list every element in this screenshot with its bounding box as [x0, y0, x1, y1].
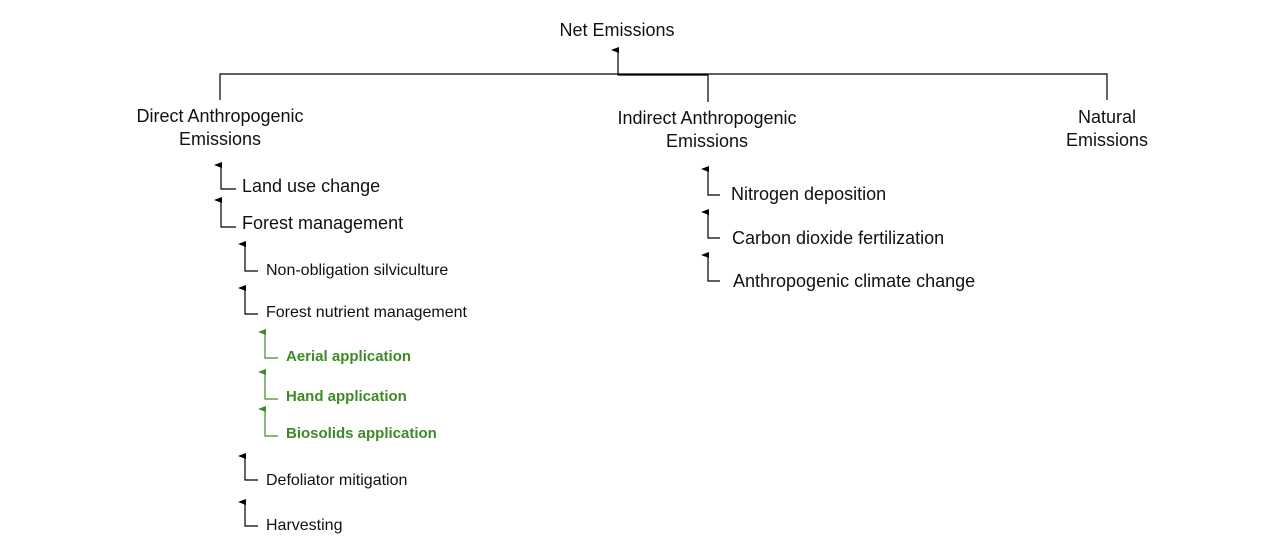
node-label-line: Emissions	[178, 128, 262, 149]
root-node: Net Emissions	[559, 20, 675, 40]
node-hand-application: Hand application	[286, 388, 407, 405]
node-forest-nutrient-management: Forest nutrient management	[266, 304, 467, 321]
node-label-line: Emissions	[1065, 129, 1149, 150]
node-defoliator-mitigation: Defoliator mitigation	[266, 472, 408, 489]
root-connector	[219, 47, 1108, 102]
node-nitrogen-deposition: Nitrogen deposition	[731, 184, 887, 204]
node-label-line: Indirect Anthropogenic	[617, 108, 797, 128]
node-non-obligation-silviculture: Non-obligation silviculture	[266, 262, 449, 279]
node-natural: Natural Emissions	[1066, 106, 1148, 151]
node-biosolids-application: Biosolids application	[286, 425, 437, 442]
node-anthropogenic-climate-change: Anthropogenic climate change	[733, 271, 976, 291]
node-direct-anthropogenic: Direct Anthropogenic Emissions	[136, 105, 303, 150]
node-label-line: Direct Anthropogenic	[136, 106, 304, 126]
node-forest-management: Forest management	[242, 213, 404, 233]
direct-connectors	[214, 162, 236, 228]
node-land-use-change: Land use change	[242, 176, 381, 196]
nutrient-connectors	[258, 329, 278, 437]
node-aerial-application: Aerial application	[286, 348, 412, 365]
node-harvesting: Harvesting	[266, 517, 343, 534]
node-label-line: Natural	[1077, 107, 1137, 127]
indirect-connectors	[701, 166, 720, 282]
node-indirect-anthropogenic: Indirect Anthropogenic Emissions	[617, 107, 796, 152]
node-label-line: Emissions	[665, 130, 749, 151]
node-carbon-dioxide-fertilization: Carbon dioxide fertilization	[732, 228, 945, 248]
forest-management-connectors	[238, 241, 258, 527]
